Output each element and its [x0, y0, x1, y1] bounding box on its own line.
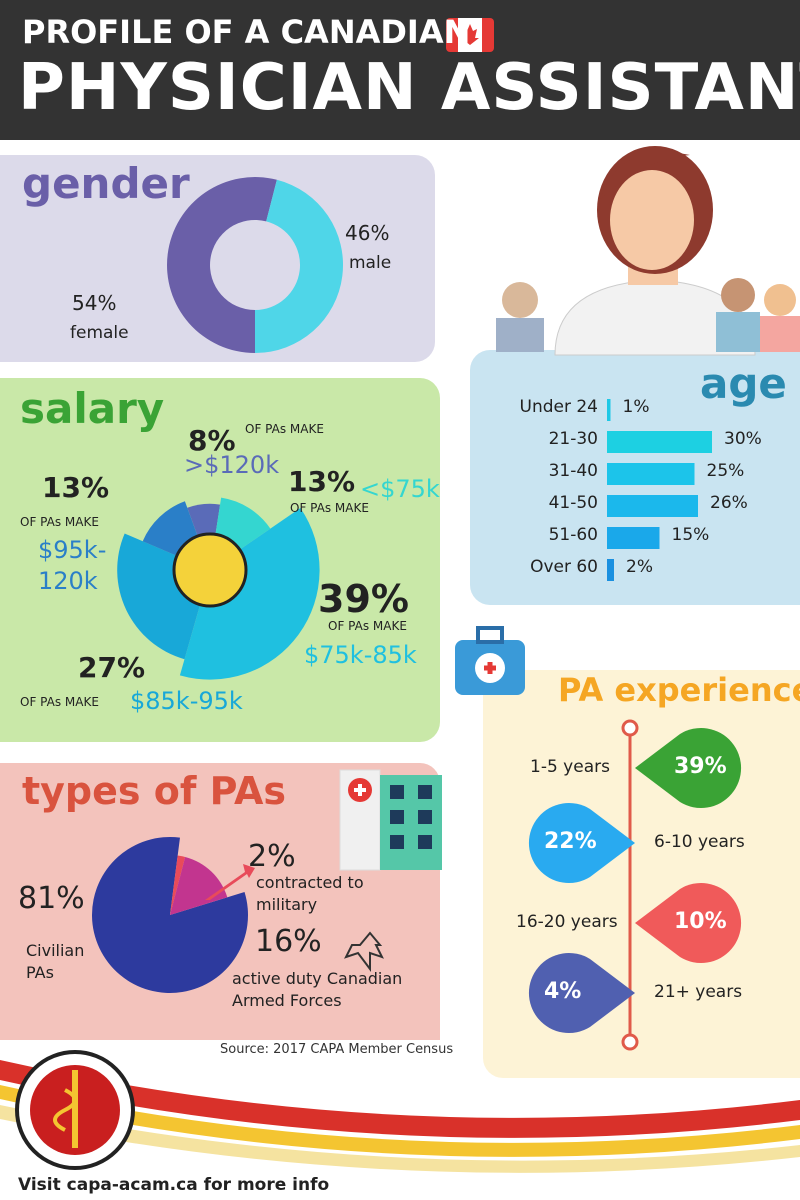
- value-label: 26%: [710, 493, 748, 513]
- value-label: 10%: [674, 909, 727, 934]
- value-label: 25%: [706, 461, 745, 481]
- bar: [607, 559, 614, 581]
- medical-kit: [455, 626, 525, 695]
- range-label: $85k-95k: [130, 687, 243, 715]
- range-label: $75k-85k: [304, 641, 417, 669]
- header-line1: PROFILE OF A CANADIAN: [22, 13, 471, 51]
- pie-segment: [92, 836, 249, 993]
- value-label: 15%: [671, 525, 710, 545]
- category-label: 6-10 years: [654, 832, 745, 852]
- value-label: 22%: [544, 829, 597, 854]
- category-label: contracted to military: [256, 873, 364, 915]
- value-label: 13%: [288, 465, 356, 498]
- drop: [635, 728, 742, 809]
- value-label: 16%: [255, 924, 322, 959]
- chart-title: salary: [20, 384, 165, 433]
- value-label: 2%: [626, 557, 653, 577]
- category-label: 41-50: [548, 493, 598, 513]
- drop: [528, 803, 635, 883]
- category-label: Under 24: [519, 397, 599, 417]
- value-label: 13%: [42, 471, 110, 504]
- category-label: female: [70, 323, 129, 343]
- category-label: Civilian PAs: [26, 941, 85, 983]
- category-label: 16-20 years: [516, 912, 618, 932]
- value-label: 27%: [78, 651, 146, 684]
- timeline-end: [621, 1033, 639, 1051]
- category-label: active duty Canadian Armed Forces: [232, 969, 403, 1011]
- value-label: 46%: [345, 221, 390, 245]
- source-note: Source: 2017 CAPA Member Census: [220, 1042, 454, 1057]
- bar: [607, 399, 611, 421]
- range-label: >$120k: [184, 451, 280, 479]
- header-bar: [0, 0, 800, 140]
- caption: OF PAs MAKE: [20, 695, 99, 709]
- logo: [15, 1050, 135, 1170]
- doctor-illustration: [496, 146, 800, 356]
- experience-panel: [483, 670, 800, 1078]
- pie-segment: [170, 856, 228, 915]
- value-label: 81%: [18, 881, 85, 916]
- category-label: 21+ years: [654, 982, 743, 1002]
- bar: [607, 527, 660, 549]
- category-label: 1-5 years: [530, 757, 610, 777]
- chart-title: types of PAs: [22, 769, 287, 813]
- drop: [635, 883, 742, 963]
- chart-title: gender: [22, 159, 190, 208]
- pie-segment: [170, 855, 186, 915]
- category-label: male: [349, 253, 392, 273]
- hospital-icon: [339, 769, 442, 871]
- header-line2: PHYSICIAN ASSISTANT: [18, 51, 800, 125]
- chart-title: age: [700, 359, 787, 408]
- caption: OF PAs MAKE: [290, 501, 369, 515]
- caption: OF PAs MAKE: [245, 422, 324, 436]
- caption: OF PAs MAKE: [20, 515, 99, 529]
- value-label: 2%: [248, 839, 296, 874]
- timeline-end: [621, 719, 639, 737]
- range-label: $95k-120k: [38, 536, 107, 596]
- footer-link: Visit capa-acam.ca for more info: [18, 1175, 330, 1195]
- value-label: 30%: [724, 429, 762, 449]
- value-label: 39%: [318, 577, 409, 621]
- value-label: 54%: [72, 291, 117, 315]
- drop: [528, 953, 635, 1033]
- value-label: 1%: [622, 397, 650, 417]
- pointer-arrow: [205, 864, 255, 900]
- caption: OF PAs MAKE: [328, 619, 407, 633]
- category-label: 51-60: [548, 525, 598, 545]
- bar: [607, 463, 695, 485]
- flag: [446, 18, 494, 52]
- value-label: 8%: [188, 424, 236, 457]
- bar: [607, 495, 698, 517]
- value-label: 39%: [674, 754, 727, 779]
- category-label: 31-40: [548, 461, 598, 481]
- rose-segment: [179, 508, 320, 680]
- value-label: 4%: [544, 979, 582, 1004]
- chart-title: PA experience: [558, 671, 800, 709]
- coin: [172, 532, 248, 608]
- bottom-waves: [0, 1060, 800, 1173]
- donut-segment: [167, 177, 277, 353]
- category-label: 21-30: [548, 429, 598, 449]
- donut-segment: [255, 179, 344, 353]
- maple-leaf: [344, 931, 384, 972]
- range-label: <$75k: [360, 475, 440, 503]
- category-label: Over 60: [530, 557, 598, 577]
- bar: [607, 431, 712, 453]
